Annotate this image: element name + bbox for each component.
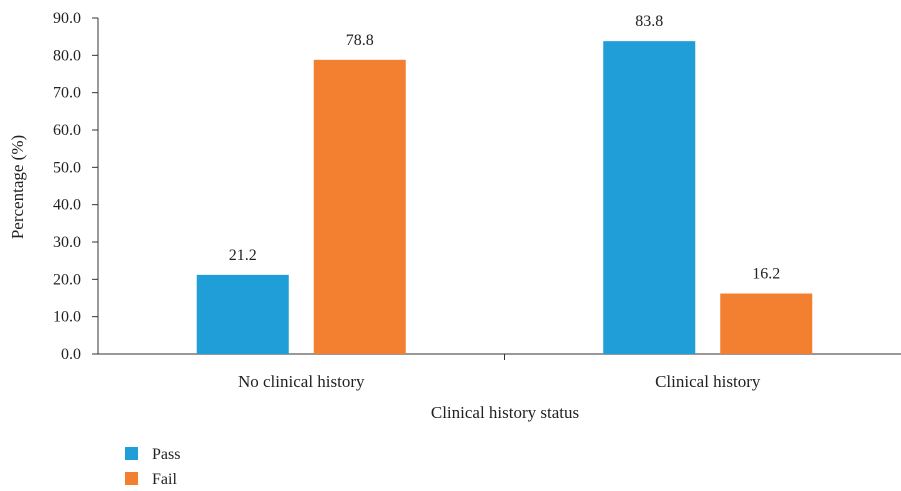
y-tick-label: 0.0: [61, 346, 81, 363]
legend-label-pass: Pass: [152, 446, 180, 463]
bar-fail: [313, 59, 406, 355]
legend: Pass Fail: [125, 446, 180, 488]
x-axis-categories: No clinical history Clinical history: [238, 354, 761, 391]
data-label: 83.8: [635, 13, 663, 30]
data-label: 21.2: [229, 247, 257, 264]
y-tick-label: 70.0: [53, 85, 81, 102]
x-category-label: No clinical history: [238, 372, 365, 391]
bar-pass: [196, 274, 289, 354]
legend-swatch-fail: [125, 472, 138, 485]
x-category-label: Clinical history: [655, 372, 761, 391]
bar-series: [196, 41, 813, 355]
data-label: 78.8: [346, 32, 374, 49]
y-tick-label: 40.0: [53, 197, 81, 214]
y-axis-ticks: 0.0 10.0 20.0 30.0 40.0 50.0 60.0 70.0 80.0 90.0: [53, 10, 98, 363]
y-tick-label: 30.0: [53, 234, 81, 251]
y-tick-label: 20.0: [53, 271, 81, 288]
legend-swatch-pass: [125, 447, 138, 460]
y-tick-label: 90.0: [53, 10, 81, 27]
x-axis-title: Clinical history status: [431, 403, 579, 422]
y-tick-label: 10.0: [53, 309, 81, 326]
y-axis-title: Percentage (%): [8, 135, 27, 239]
y-tick-label: 60.0: [53, 122, 81, 139]
y-tick-label: 80.0: [53, 47, 81, 64]
data-label: 16.2: [752, 266, 780, 283]
bar-fail: [720, 293, 813, 354]
data-labels: 21.2 78.8 83.8 16.2: [229, 13, 781, 282]
legend-label-fail: Fail: [152, 471, 177, 488]
y-tick-label: 50.0: [53, 159, 81, 176]
bar-pass: [603, 41, 696, 354]
